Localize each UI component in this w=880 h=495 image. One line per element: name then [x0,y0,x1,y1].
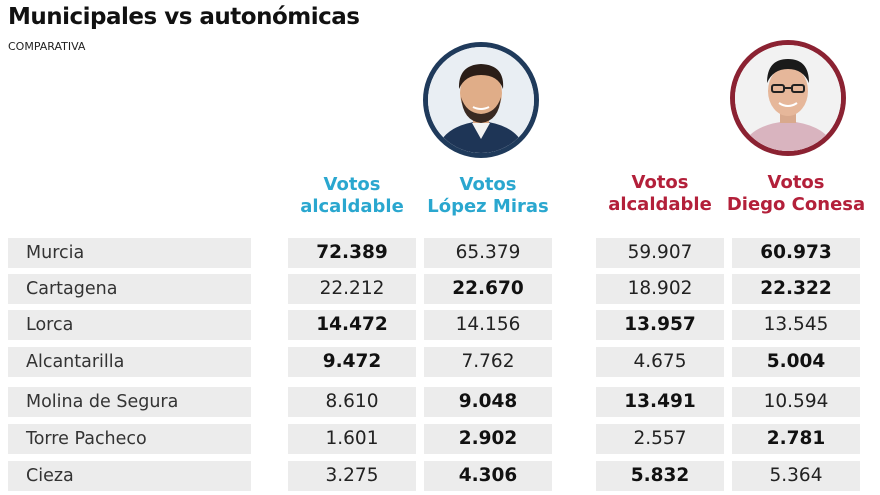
column-header: Votos alcaldable [586,172,734,216]
table-cell: 18.902 [596,274,724,304]
table-cell: 13.545 [732,310,860,340]
table-cell: 10.594 [732,387,860,417]
table-cell: 2.557 [596,424,724,454]
row-label: Molina de Segura [8,387,251,417]
row-label: Lorca [8,310,251,340]
table-cell: 14.472 [288,310,416,340]
table-cell: 1.601 [288,424,416,454]
table-cell: 2.781 [732,424,860,454]
table-cell: 5.364 [732,461,860,491]
table-cell: 9.048 [424,387,552,417]
column-header: Votos alcaldable [278,174,426,218]
table-cell: 22.322 [732,274,860,304]
column-header-line: Votos [323,174,381,195]
table-cell: 9.472 [288,347,416,377]
row-label: Torre Pacheco [8,424,251,454]
table-cell: 59.907 [596,238,724,268]
table-cell: 5.004 [732,347,860,377]
column-header-line: Votos [459,174,517,195]
person-portrait-icon [730,40,846,156]
table-cell: 4.306 [424,461,552,491]
column-header: Votos Diego Conesa [722,172,870,216]
table-cell: 65.379 [424,238,552,268]
table-cell: 60.973 [732,238,860,268]
table-cell: 72.389 [288,238,416,268]
column-header: Votos López Miras [414,174,562,218]
table-cell: 22.670 [424,274,552,304]
person-portrait-icon [423,42,539,158]
column-header-line: alcaldable [300,196,404,217]
row-label: Cartagena [8,274,251,304]
table-cell: 8.610 [288,387,416,417]
table-cell: 22.212 [288,274,416,304]
table-cell: 3.275 [288,461,416,491]
table-cell: 2.902 [424,424,552,454]
row-label: Cieza [8,461,251,491]
column-header-line: alcaldable [608,194,712,215]
table-cell: 4.675 [596,347,724,377]
table-cell: 13.957 [596,310,724,340]
row-label: Alcantarilla [8,347,251,377]
column-header-line: Votos [631,172,689,193]
table-cell: 13.491 [596,387,724,417]
column-header-line: Diego Conesa [726,194,866,215]
table-cell: 7.762 [424,347,552,377]
chart-title: Municipales vs autonómicas [8,4,360,30]
table-cell: 14.156 [424,310,552,340]
column-header-line: López Miras [427,196,549,217]
chart-subtitle: COMPARATIVA [8,40,86,53]
column-header-line: Votos [767,172,825,193]
row-label: Murcia [8,238,251,268]
table-cell: 5.832 [596,461,724,491]
